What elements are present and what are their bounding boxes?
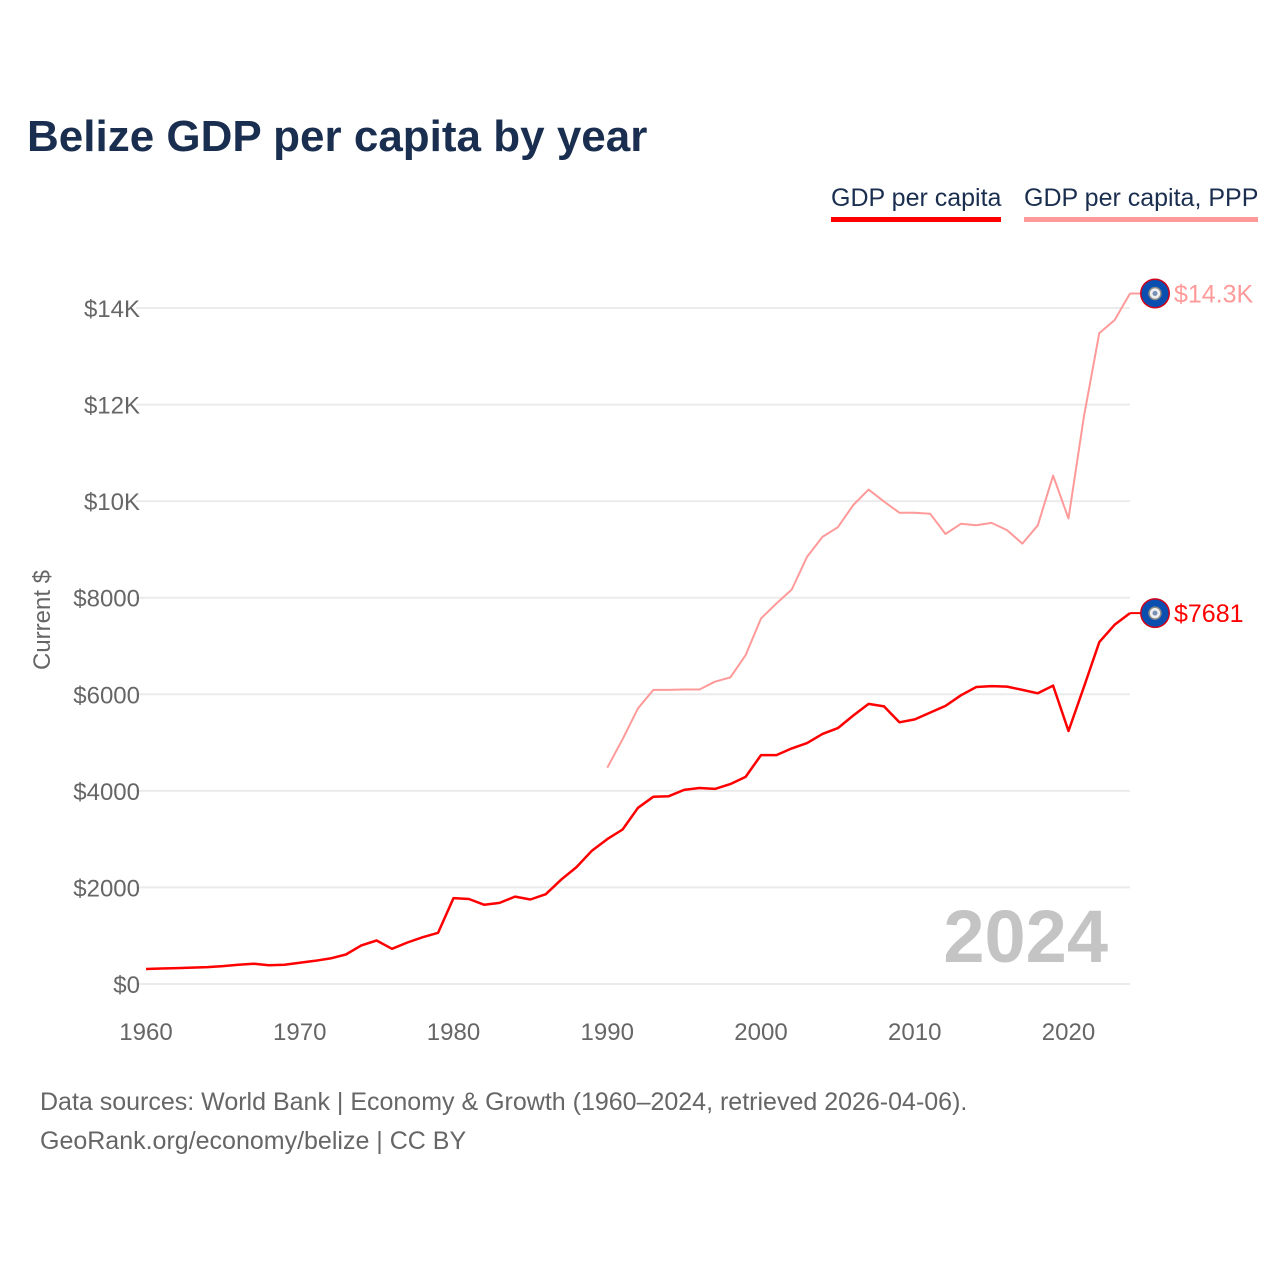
x-tick-label: 2020 bbox=[1042, 1019, 1095, 1046]
legend-gdp-per-capita-ppp[interactable]: GDP per capita, PPP bbox=[1024, 184, 1259, 222]
series-line-gdp-per-capita bbox=[145, 612, 1131, 971]
y-tick-label: $10K bbox=[84, 489, 140, 516]
x-tick-label: 1970 bbox=[273, 1019, 326, 1046]
y-tick-label: $8000 bbox=[73, 586, 140, 613]
y-tick-label: $4000 bbox=[73, 779, 140, 806]
series-line-gdp-per-capita-ppp bbox=[606, 292, 1131, 769]
x-tick-label: 2010 bbox=[888, 1019, 941, 1046]
belize-flag-icon bbox=[1140, 598, 1170, 629]
y-tick-label: $14K bbox=[84, 296, 140, 323]
flag-emblem-center bbox=[1152, 610, 1158, 616]
y-axis-label: Current $ bbox=[29, 570, 56, 670]
belize-flag-icon bbox=[1140, 278, 1170, 309]
y-tick-label: $6000 bbox=[73, 682, 140, 709]
legend-gdp-per-capita[interactable]: GDP per capita bbox=[831, 184, 1002, 222]
chart-title: Belize GDP per capita by year bbox=[27, 112, 648, 161]
end-value-label: $14.3K bbox=[1174, 281, 1254, 309]
x-tick-label: 1980 bbox=[427, 1019, 480, 1046]
y-tick-label: $0 bbox=[113, 972, 140, 999]
x-tick-label: 1960 bbox=[119, 1019, 172, 1046]
footer-link[interactable]: GeoRank.org/economy/belize | CC BY bbox=[40, 1127, 467, 1155]
end-value-label: $7681 bbox=[1174, 600, 1244, 628]
x-tick-label: 1990 bbox=[581, 1019, 634, 1046]
y-tick-label: $2000 bbox=[73, 875, 140, 902]
x-tick-label: 2000 bbox=[734, 1019, 787, 1046]
y-tick-label: $12K bbox=[84, 393, 140, 420]
footer-sources: Data sources: World Bank | Economy & Gro… bbox=[40, 1088, 968, 1116]
flag-emblem-center bbox=[1152, 291, 1158, 297]
year-watermark: 2024 bbox=[943, 895, 1108, 978]
